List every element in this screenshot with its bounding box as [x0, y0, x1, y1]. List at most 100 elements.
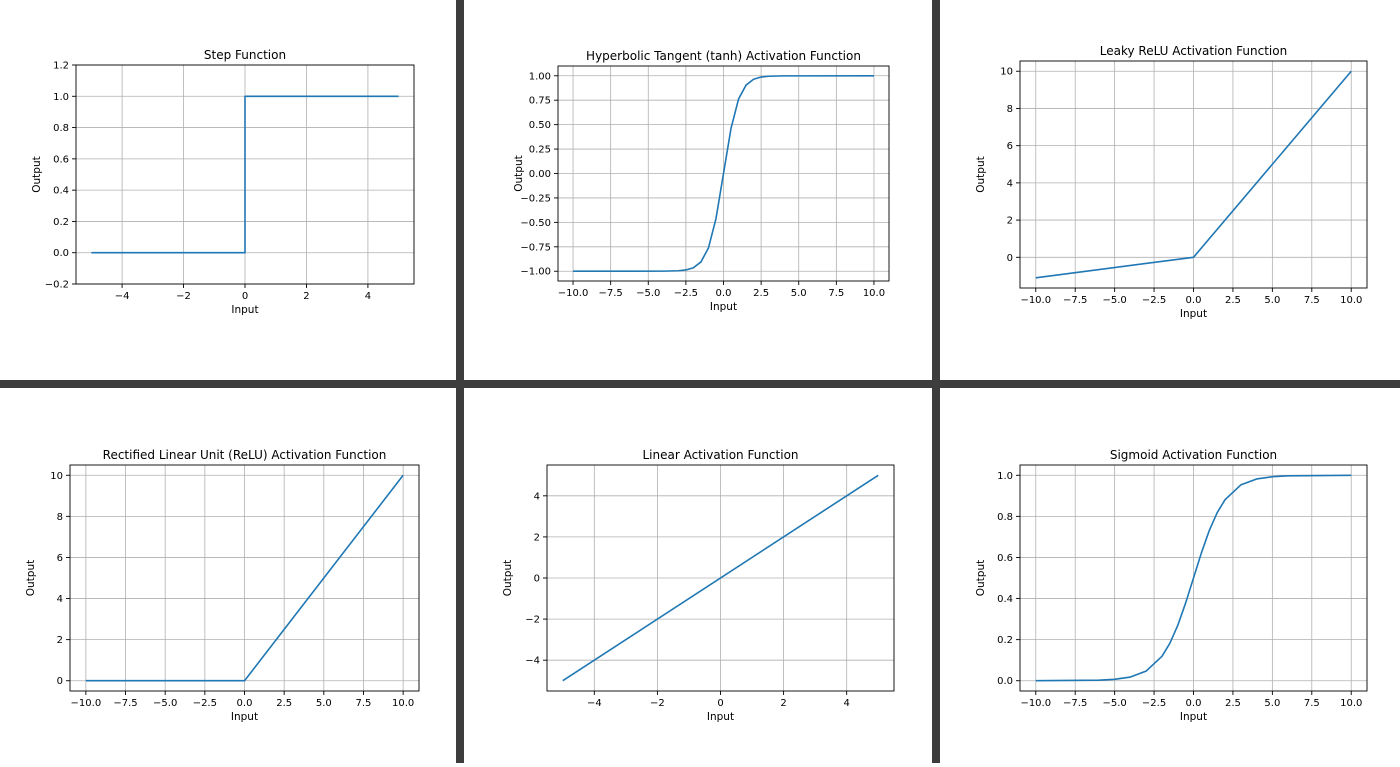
y-tick-label: 2: [57, 635, 63, 646]
x-tick-label: 2.5: [1225, 698, 1241, 709]
y-tick-label: 0.50: [529, 120, 551, 131]
x-tick-label: 10.0: [1340, 295, 1362, 306]
chart-title: Linear Activation Function: [642, 448, 798, 462]
y-tick-label: 10: [50, 471, 63, 482]
x-tick-label: −2: [650, 698, 665, 709]
y-tick-label: 6: [1007, 141, 1013, 152]
x-tick-label: −4: [115, 291, 130, 302]
x-axis-label: Input: [710, 301, 737, 313]
chart-title: Rectified Linear Unit (ReLU) Activation …: [103, 448, 387, 462]
y-tick-label: −0.50: [520, 218, 551, 229]
x-tick-label: −7.5: [599, 288, 623, 299]
leaky-relu-function-chart: −10.0 −7.5 −5.0 −2.5 0.0 2.5 5.0 7.5 10.0 0 2 4 6 8 10…: [975, 44, 1368, 320]
y-tick-label: 0.8: [53, 123, 69, 134]
x-tick-label: −2: [176, 291, 191, 302]
chart-title: Leaky ReLU Activation Function: [1100, 44, 1287, 58]
grid: [1020, 61, 1367, 288]
x-tick-label: 0: [242, 291, 248, 302]
y-tick-label: 0.2: [53, 217, 69, 228]
y-tick-label: 0.00: [529, 169, 551, 180]
x-tick-label: 2: [780, 698, 786, 709]
x-tick-label: −7.5: [1063, 698, 1087, 709]
x-tick-label: 0.0: [1186, 295, 1202, 306]
chart-panel-sigmoid: −10.0 −7.5 −5.0 −2.5 0.0 2.5 5.0 7.5 10.0 0.0 0.2 0…: [940, 388, 1400, 763]
y-axis-label: Output: [31, 156, 43, 192]
y-tick-label: 1.00: [529, 71, 551, 82]
x-tick-label: 0: [717, 698, 723, 709]
x-tick-label: 2.5: [753, 288, 769, 299]
x-tick-label: −5.0: [153, 698, 177, 709]
x-tick-label: 0.0: [1186, 698, 1202, 709]
chart-title: Sigmoid Activation Function: [1110, 448, 1277, 462]
x-tick-label: 10.0: [1340, 698, 1362, 709]
y-tick-label: 2: [1007, 216, 1013, 227]
y-axis-label: Output: [975, 560, 987, 596]
x-tick-label: 2.5: [1225, 295, 1241, 306]
x-tick-label: 0.0: [237, 698, 253, 709]
x-tick-label: 7.5: [356, 698, 372, 709]
x-tick-label: 2: [303, 291, 309, 302]
x-tick-label: −10.0: [558, 288, 589, 299]
relu-function-chart: −10.0 −7.5 −5.0 −2.5 0.0 2.5 5.0 7.5 10.0 0 2 4 6 8 10…: [25, 448, 420, 723]
y-axis-label: Output: [25, 560, 37, 596]
series-line: [1035, 474, 1352, 682]
linear-function-chart: −4 −2 0 2 4 −4 −2 0 2 4 Linear Activation Function…: [502, 448, 895, 723]
y-tick-label: 0.6: [53, 154, 69, 165]
y-tick-label: 1.0: [997, 471, 1013, 482]
y-tick-label: 0.6: [997, 553, 1013, 564]
y-tick-label: −4: [525, 656, 540, 667]
y-tick-label: 8: [57, 512, 63, 523]
x-tick-label: −10.0: [71, 698, 102, 709]
x-tick-label: 5.0: [791, 288, 807, 299]
y-tick-label: 6: [57, 553, 63, 564]
y-tick-label: 0: [534, 574, 540, 585]
sigmoid-function-chart: −10.0 −7.5 −5.0 −2.5 0.0 2.5 5.0 7.5 10.0 0.0 0.2 0…: [975, 448, 1368, 723]
x-tick-label: 7.5: [1304, 698, 1320, 709]
x-tick-label: −2.5: [193, 698, 217, 709]
y-tick-label: 8: [1007, 104, 1013, 115]
y-tick-label: −1.00: [520, 267, 551, 278]
y-axis-label: Output: [513, 155, 525, 191]
y-axis-label: Output: [975, 156, 987, 192]
y-tick-label: 0.2: [997, 635, 1013, 646]
series-line: [573, 74, 874, 273]
chart-panel-linear: −4 −2 0 2 4 −4 −2 0 2 4 Linear Activation Function…: [464, 388, 932, 763]
x-tick-label: −5.0: [1102, 698, 1126, 709]
x-tick-label: 7.5: [1304, 295, 1320, 306]
x-tick-label: 7.5: [828, 288, 844, 299]
x-tick-label: −2.5: [674, 288, 698, 299]
x-tick-label: −7.5: [113, 698, 137, 709]
y-tick-label: 2: [534, 532, 540, 543]
x-tick-label: −2.5: [1142, 295, 1166, 306]
y-tick-label: 4: [1007, 178, 1013, 189]
chart-panel-step: −4 −2 0 2 4 −0.2 0.0 0.2 0.4 0.6 0.8 1.0 1.2 Step Fun…: [0, 0, 456, 380]
x-axis-label: Input: [231, 304, 258, 316]
chart-panel-relu: −10.0 −7.5 −5.0 −2.5 0.0 2.5 5.0 7.5 10.0 0 2 4 6 8 10…: [0, 388, 456, 763]
horizontal-divider: [0, 380, 1400, 388]
grid: [70, 465, 419, 691]
y-tick-label: 0: [1007, 253, 1013, 264]
chart-panel-leaky-relu: −10.0 −7.5 −5.0 −2.5 0.0 2.5 5.0 7.5 10.0 0 2 4 6 8 10…: [940, 0, 1400, 380]
series-line: [85, 474, 404, 682]
y-axis-label: Output: [502, 560, 514, 596]
y-tick-label: 0.25: [529, 145, 551, 156]
x-tick-label: 5.0: [1264, 295, 1280, 306]
series-line: [91, 95, 399, 254]
y-tick-label: 0.0: [997, 676, 1013, 687]
x-tick-label: 5.0: [1264, 698, 1280, 709]
y-tick-label: 0.75: [529, 96, 551, 107]
y-tick-label: 1.0: [53, 92, 69, 103]
x-tick-label: 4: [843, 698, 849, 709]
x-tick-label: 2.5: [276, 698, 292, 709]
x-tick-label: −10.0: [1020, 698, 1051, 709]
y-tick-label: 4: [534, 491, 540, 502]
y-tick-label: −0.75: [520, 242, 551, 253]
x-axis-label: Input: [707, 711, 734, 723]
series-line: [1035, 70, 1352, 279]
y-tick-label: 0.8: [997, 512, 1013, 523]
x-tick-label: −7.5: [1063, 295, 1087, 306]
step-function-chart: −4 −2 0 2 4 −0.2 0.0 0.2 0.4 0.6 0.8 1.0 1.2 Step Fun…: [31, 48, 415, 316]
x-axis-label: Input: [231, 711, 258, 723]
y-tick-label: 0.4: [997, 594, 1013, 605]
